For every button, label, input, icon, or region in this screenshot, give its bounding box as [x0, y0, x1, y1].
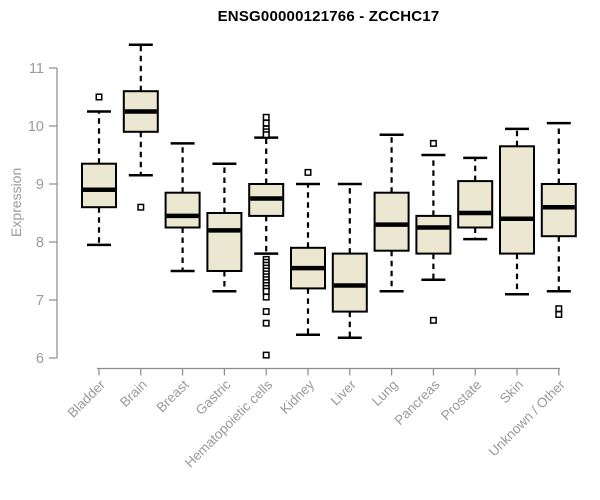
x-tick-label-pancreas: Pancreas: [392, 377, 443, 428]
iqr-box: [499, 145, 535, 255]
boxplot-lung: [373, 133, 410, 293]
chart-title: ENSG00000121766 - ZCCHC17: [217, 8, 440, 25]
outlier-point: [262, 119, 270, 127]
y-tick-label-7: 7: [36, 293, 44, 309]
boxplot-breast: [164, 142, 201, 273]
outlier-point: [95, 93, 103, 101]
x-tick-label-breast: Breast: [154, 377, 192, 415]
boxplot-brain: [122, 43, 159, 211]
y-axis: [49, 67, 58, 359]
outlier-point: [262, 319, 270, 327]
boxplot-prostate: [457, 156, 494, 241]
outlier-point: [262, 131, 270, 139]
iqr-box: [415, 214, 452, 255]
outlier-point: [304, 168, 312, 176]
iqr-box: [164, 191, 201, 229]
y-tick-label-10: 10: [28, 119, 44, 135]
iqr-box: [373, 191, 410, 252]
iqr-box: [81, 162, 117, 209]
iqr-box: [206, 212, 243, 272]
outlier-point: [555, 311, 563, 318]
x-tick-label-gastric: Gastric: [193, 377, 234, 418]
x-tick-label-skin: Skin: [497, 377, 526, 406]
outlier-point: [429, 316, 437, 324]
outlier-point: [262, 308, 270, 316]
x-axis: [97, 367, 560, 376]
boxplot-bladder: [81, 93, 117, 247]
boxplot-gastric: [206, 162, 243, 293]
outlier-point: [262, 287, 270, 295]
x-tick-label-prostate: Prostate: [438, 377, 484, 423]
outlier-point: [555, 305, 563, 313]
y-tick-label-9: 9: [36, 177, 44, 193]
outlier-point: [429, 139, 437, 147]
boxplot-unknown-other: [540, 121, 577, 318]
x-tick-label-bladder: Bladder: [65, 377, 109, 421]
outlier-point: [262, 293, 270, 301]
y-tick-label-6: 6: [36, 351, 44, 367]
x-tick-label-kidney: Kidney: [277, 377, 317, 417]
x-tick-label-liver: Liver: [328, 377, 360, 409]
boxplot-pancreas: [415, 139, 452, 324]
iqr-box: [331, 252, 368, 313]
y-tick-label-11: 11: [29, 61, 44, 77]
boxplot-kidney: [290, 168, 326, 337]
outlier-point: [137, 203, 145, 211]
boxplot-hematopoietic-cells: [248, 113, 285, 359]
iqr-box: [540, 183, 577, 238]
x-tick-label-unknown-other: Unknown / Other: [486, 377, 569, 460]
boxplot-liver: [331, 182, 368, 339]
boxplot-skin: [499, 127, 535, 296]
x-tick-label-brain: Brain: [117, 377, 150, 410]
y-tick-label-8: 8: [36, 235, 44, 251]
outlier-point: [262, 351, 270, 359]
iqr-box: [457, 180, 494, 229]
outlier-point: [262, 113, 270, 121]
x-tick-label-lung: Lung: [369, 377, 401, 409]
